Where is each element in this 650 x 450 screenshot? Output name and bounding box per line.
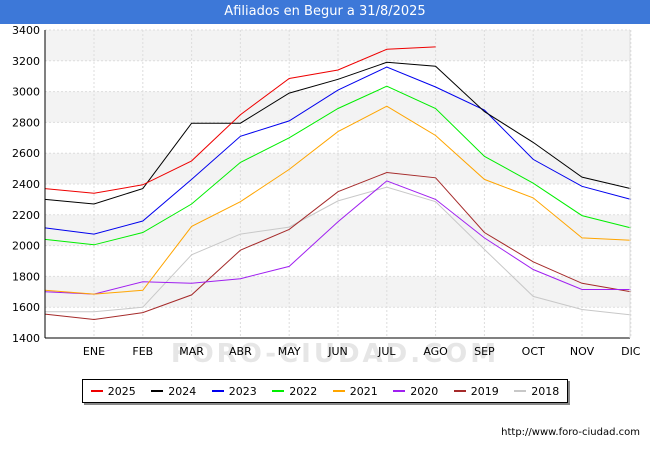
legend-label: 2021: [349, 384, 378, 398]
legend-item-2018: 2018: [514, 385, 559, 398]
legend-item-2024: 2024: [151, 385, 196, 398]
y-tick-label: 3000: [12, 86, 40, 99]
series-line-2025: [44, 46, 436, 194]
x-tick-label: DIC: [621, 345, 641, 358]
x-tick-label: ENE: [83, 345, 105, 358]
source-url: http://www.foro-ciudad.com: [501, 427, 640, 438]
series-line-2024: [44, 61, 631, 205]
legend-swatch: [90, 390, 103, 392]
x-tick-label: FEB: [132, 345, 153, 358]
y-tick-label: 1600: [12, 301, 40, 314]
legend-item-2020: 2020: [393, 385, 438, 398]
legend-swatch: [211, 390, 224, 392]
x-tick-label: OCT: [522, 345, 545, 358]
legend-item-2022: 2022: [272, 385, 317, 398]
axes: [44, 30, 631, 339]
legend-item-2025: 2025: [90, 384, 136, 398]
legend-swatch: [453, 390, 466, 392]
x-tick-label: NOV: [570, 345, 595, 358]
legend-item-2021: 2021: [332, 384, 378, 398]
chart-title: Afiliados en Begur a 31/8/2025: [0, 0, 650, 24]
x-tick-label: AGO: [423, 345, 448, 358]
legend-item-2019: 2019: [453, 384, 499, 398]
y-tick-label: 2000: [12, 240, 40, 253]
y-tick-label: 2200: [12, 209, 40, 222]
x-tick-label: SEP: [474, 345, 495, 358]
x-axis-ticks: ENE FEB MAR ABR MAY JUN JUL AGO SEP OCT NOV DIC: [83, 345, 641, 358]
series-line-2020: [44, 180, 631, 295]
x-tick-label: JUN: [327, 345, 348, 358]
series-line-2018: [45, 186, 631, 316]
y-tick-label: 1400: [12, 332, 40, 345]
legend-item-2023: 2023: [211, 384, 257, 398]
legend-swatch: [332, 390, 345, 392]
y-tick-label: 2400: [12, 178, 40, 191]
legend-label: 2020: [410, 384, 439, 398]
legend-swatch: [151, 390, 164, 392]
legend-label: 2023: [228, 384, 257, 398]
y-tick-label: 3200: [12, 55, 40, 68]
series-line-2023: [44, 66, 631, 235]
x-tick-label: ABR: [229, 345, 252, 358]
series-line-2021: [44, 105, 631, 295]
legend-label: 2018: [531, 384, 560, 398]
x-tick-label: JUL: [377, 345, 396, 358]
legend-swatch: [514, 390, 527, 392]
legend: 2025 2024 2023 2022 2021 2020 2019 2018: [82, 379, 568, 403]
series-line-2019: [44, 171, 631, 321]
watermark: FORO-CIUDAD.COM: [171, 339, 499, 369]
y-tick-label: 2600: [12, 147, 40, 160]
series-line-2022: [44, 85, 631, 246]
legend-label: 2024: [168, 384, 197, 398]
y-tick-label: 3400: [12, 24, 40, 37]
series-lines: [44, 46, 631, 321]
x-tick-label: MAY: [278, 345, 301, 358]
legend-label: 2022: [289, 384, 318, 398]
legend-label: 2019: [470, 384, 499, 398]
y-tick-label: 1800: [12, 270, 40, 283]
legend-swatch: [393, 390, 406, 392]
y-axis-ticks: 1400 1600 1800 2000 2200 2400 2600 2800 3000 3200…: [12, 24, 40, 345]
legend-swatch: [272, 390, 285, 392]
legend-label: 2025: [107, 384, 136, 398]
x-tick-label: MAR: [179, 345, 204, 358]
y-tick-label: 2800: [12, 116, 40, 129]
